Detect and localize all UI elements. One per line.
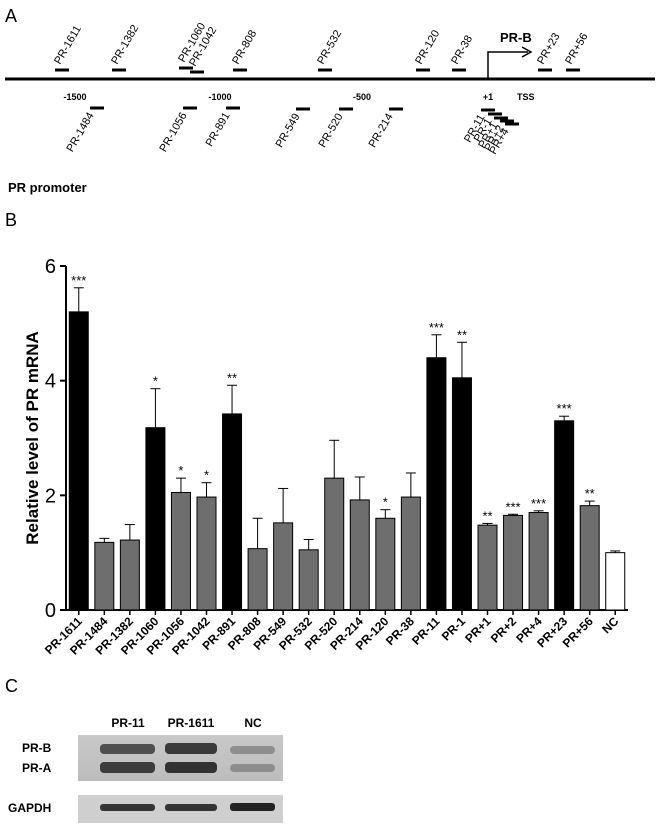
panel-label: A bbox=[5, 6, 17, 26]
significance-label: * bbox=[383, 495, 388, 510]
bar bbox=[170, 491, 191, 611]
band-label: PR-B bbox=[22, 741, 52, 755]
significance-label: * bbox=[178, 463, 183, 478]
bar bbox=[400, 496, 421, 611]
tss-arrowhead bbox=[521, 46, 533, 58]
panel-label: C bbox=[5, 676, 18, 696]
bar bbox=[349, 499, 370, 611]
significance-label: *** bbox=[531, 496, 546, 511]
bar bbox=[503, 514, 524, 611]
bar bbox=[145, 427, 166, 611]
blot-band bbox=[100, 762, 155, 773]
significance-label: *** bbox=[429, 320, 444, 335]
x-tick-label: NC bbox=[599, 614, 621, 636]
bar bbox=[94, 541, 115, 611]
lane-label: NC bbox=[244, 716, 262, 730]
x-tick-label: PR+1 bbox=[462, 614, 494, 646]
significance-label: ** bbox=[227, 370, 237, 385]
significance-label: *** bbox=[557, 401, 572, 416]
significance-label: *** bbox=[505, 499, 520, 514]
bar bbox=[298, 549, 319, 611]
band-label: GAPDH bbox=[8, 801, 51, 815]
blot-band bbox=[100, 744, 155, 754]
x-tick-label: PR-38 bbox=[383, 614, 417, 648]
bar bbox=[426, 357, 447, 611]
significance-label: *** bbox=[71, 273, 86, 288]
bar bbox=[579, 505, 600, 611]
promoter-title: PR promoter bbox=[8, 180, 87, 195]
bar bbox=[196, 496, 217, 611]
bar bbox=[554, 420, 575, 611]
position-label: -1000 bbox=[208, 92, 231, 102]
oligo-label: PR-808 bbox=[230, 28, 259, 66]
significance-label: ** bbox=[457, 327, 467, 342]
y-tick-label: 6 bbox=[45, 256, 56, 278]
position-label: -500 bbox=[353, 92, 371, 102]
blot-band bbox=[100, 804, 155, 811]
oligo-label: PR-120 bbox=[413, 28, 442, 66]
oligo-label: PR-1484 bbox=[64, 111, 96, 155]
blot-band bbox=[230, 803, 275, 811]
y-tick-label: 4 bbox=[45, 371, 56, 393]
x-tick-label: PR-1 bbox=[439, 614, 468, 643]
lane-label: PR-11 bbox=[111, 716, 145, 730]
x-tick-label: PR+2 bbox=[488, 614, 520, 646]
oligo-label: PR-520 bbox=[317, 112, 346, 150]
oligo-label: PR-891 bbox=[204, 111, 233, 149]
y-tick-label: 0 bbox=[45, 600, 56, 622]
blot-band bbox=[165, 743, 217, 754]
bar bbox=[375, 517, 396, 611]
oligo-label: PR-214 bbox=[367, 112, 396, 150]
significance-label: * bbox=[204, 468, 209, 483]
oligo-label: PR-38 bbox=[449, 33, 475, 66]
oligo-label: PR-532 bbox=[315, 28, 344, 66]
position-label: +1 bbox=[483, 92, 493, 102]
bar bbox=[477, 524, 498, 611]
oligo-label: PR-1611 bbox=[52, 24, 84, 67]
blot-band bbox=[165, 762, 217, 773]
band-label: PR-A bbox=[22, 761, 52, 775]
oligo-label: PR+23 bbox=[535, 31, 562, 66]
bar bbox=[273, 522, 294, 611]
tss-arrow bbox=[487, 51, 528, 80]
lane-label: PR-1611 bbox=[168, 716, 215, 730]
position-label: -1500 bbox=[63, 92, 86, 102]
bar bbox=[451, 377, 472, 611]
x-tick-label: PR-11 bbox=[409, 614, 443, 648]
panel-label: B bbox=[5, 210, 17, 230]
oligo-label: PR-1382 bbox=[109, 23, 141, 67]
significance-label: ** bbox=[585, 486, 595, 501]
pr-b-label: PR-B bbox=[500, 30, 532, 45]
bar bbox=[605, 552, 626, 611]
oligo-label: PR-1056 bbox=[157, 111, 189, 155]
bar bbox=[222, 413, 243, 611]
blot-band bbox=[230, 746, 275, 754]
bar bbox=[247, 548, 268, 611]
y-tick-label: 2 bbox=[45, 485, 56, 507]
bar bbox=[528, 512, 549, 611]
significance-label: ** bbox=[482, 508, 492, 523]
tss-label: TSS bbox=[517, 92, 535, 102]
bar bbox=[68, 311, 89, 611]
oligo-label: PR-549 bbox=[274, 112, 303, 150]
blot-panel bbox=[78, 735, 283, 781]
bar bbox=[324, 477, 345, 611]
y-axis-title: Relative level of PR mRNA bbox=[23, 331, 42, 545]
oligo-label: PR+56 bbox=[563, 31, 590, 66]
blot-band bbox=[230, 764, 275, 772]
significance-label: * bbox=[153, 374, 158, 389]
blot-band bbox=[165, 804, 217, 811]
bar bbox=[119, 539, 140, 611]
